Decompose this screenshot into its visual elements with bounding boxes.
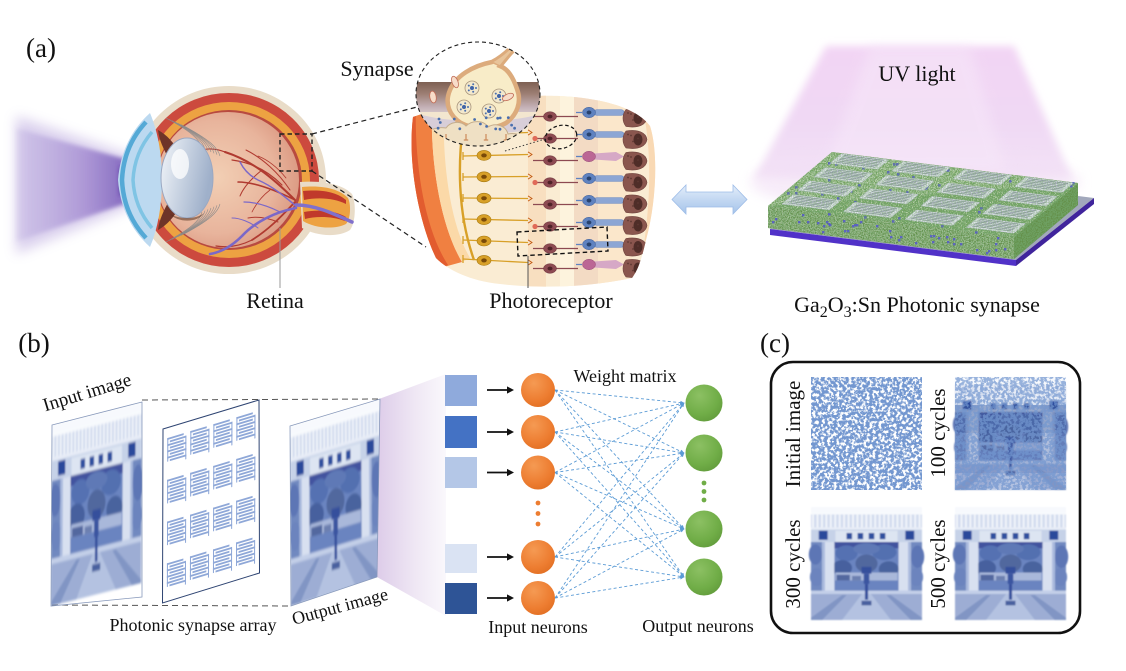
svg-text:100 cycles: 100 cycles	[926, 388, 950, 477]
svg-text:Input neurons: Input neurons	[488, 617, 587, 637]
svg-text:Output neurons: Output neurons	[642, 616, 754, 636]
svg-text:(b): (b)	[18, 328, 49, 358]
svg-text:(a): (a)	[26, 33, 56, 63]
svg-text:(c): (c)	[760, 328, 790, 358]
svg-text:Photonic synapse array: Photonic synapse array	[110, 615, 277, 635]
svg-text:300 cycles: 300 cycles	[781, 519, 805, 608]
svg-text:Initial image: Initial image	[781, 381, 805, 488]
svg-text:UV light: UV light	[878, 61, 955, 86]
svg-text:Ga2O3:Sn Photonic synapse: Ga2O3:Sn Photonic synapse	[794, 292, 1040, 321]
svg-text:Weight matrix: Weight matrix	[573, 366, 676, 386]
svg-text:Synapse: Synapse	[340, 56, 413, 81]
svg-text:Retina: Retina	[246, 288, 304, 313]
svg-text:500 cycles: 500 cycles	[926, 519, 950, 608]
svg-text:Photoreceptor: Photoreceptor	[489, 288, 613, 313]
